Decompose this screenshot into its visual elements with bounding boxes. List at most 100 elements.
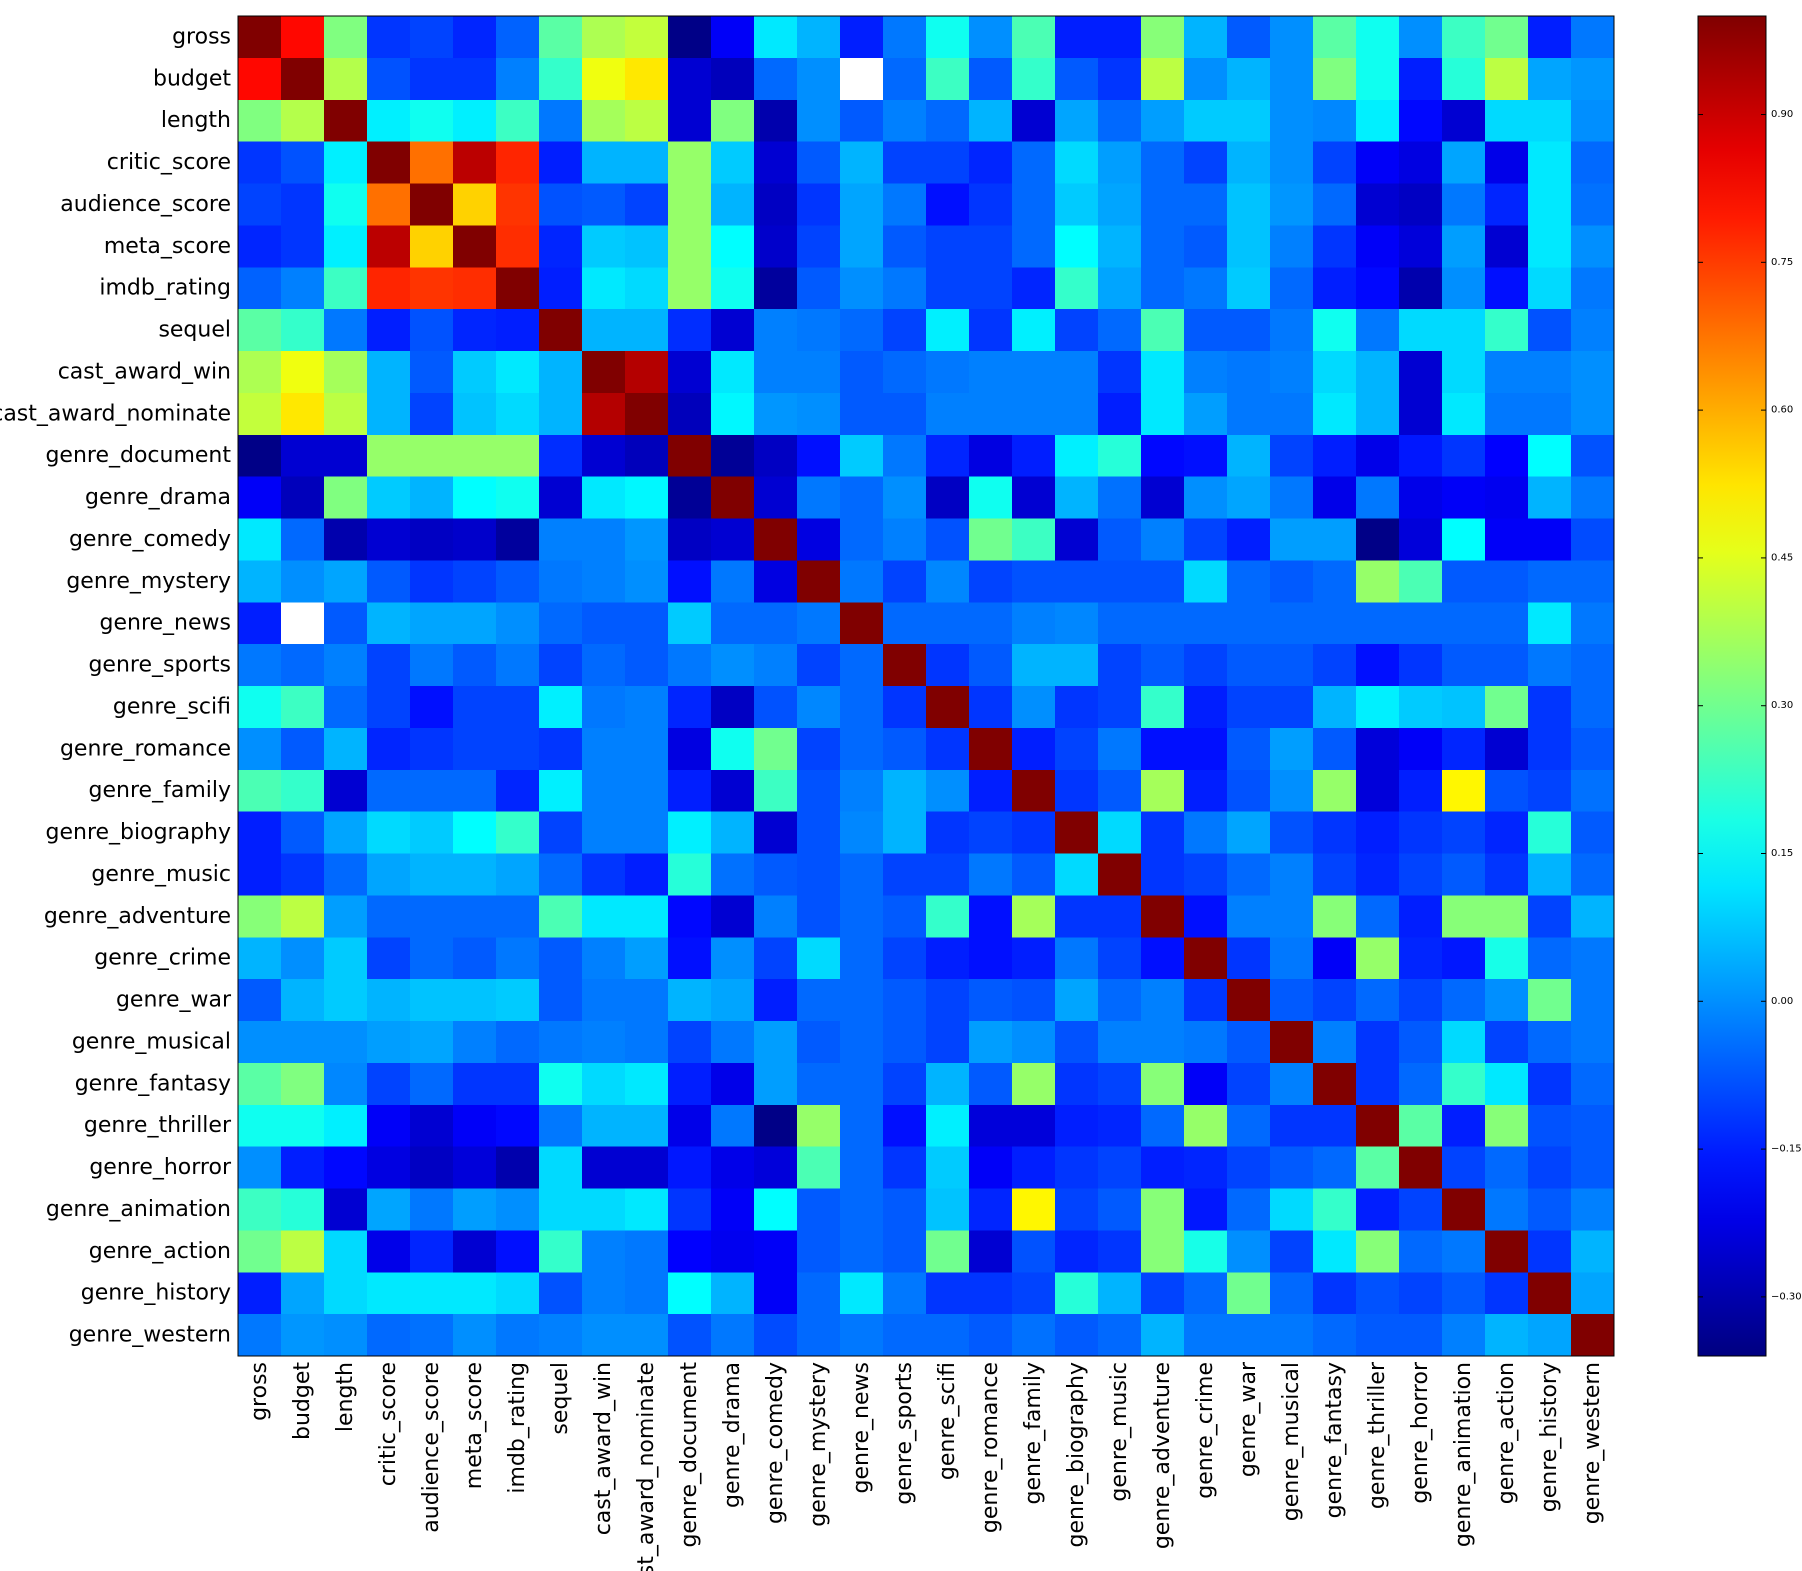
heatmap-cell bbox=[926, 57, 970, 101]
heatmap-cell bbox=[1270, 1104, 1314, 1148]
heatmap-cell bbox=[582, 518, 626, 561]
row-tick-label: length bbox=[161, 108, 231, 133]
heatmap-cell bbox=[1270, 99, 1314, 143]
heatmap-cell bbox=[754, 57, 798, 101]
heatmap-cell bbox=[797, 1272, 841, 1315]
heatmap-cell bbox=[1270, 560, 1314, 603]
heatmap-cell bbox=[883, 1062, 927, 1106]
heatmap-cell bbox=[1528, 1188, 1572, 1231]
heatmap-cell bbox=[238, 1021, 282, 1064]
heatmap-cell bbox=[582, 560, 626, 603]
heatmap-cell bbox=[1270, 1230, 1314, 1273]
heatmap-cell bbox=[1270, 434, 1314, 478]
row-tick-label: genre_animation bbox=[46, 1197, 231, 1222]
heatmap-cell bbox=[1141, 1104, 1185, 1148]
heatmap-cell bbox=[1141, 602, 1185, 645]
heatmap-cell bbox=[1313, 769, 1357, 813]
heatmap-cell bbox=[1270, 644, 1314, 687]
column-tick-label: length bbox=[333, 1362, 358, 1432]
heatmap-cell bbox=[1098, 1272, 1142, 1315]
heatmap-cell bbox=[883, 686, 927, 729]
heatmap-cell bbox=[539, 1314, 583, 1357]
heatmap-cell bbox=[1270, 1021, 1314, 1064]
heatmap-cell bbox=[367, 560, 411, 603]
heatmap-cell bbox=[582, 434, 626, 478]
heatmap-cell bbox=[840, 644, 884, 687]
heatmap-cell bbox=[969, 644, 1013, 687]
heatmap-cell bbox=[969, 351, 1013, 394]
heatmap-cell bbox=[1012, 644, 1056, 687]
heatmap-cell bbox=[1356, 434, 1400, 478]
heatmap-cell bbox=[1055, 602, 1099, 645]
heatmap-cell bbox=[1485, 602, 1529, 645]
row-tick-label: genre_mystery bbox=[66, 569, 231, 594]
heatmap-cell bbox=[1141, 686, 1185, 729]
heatmap-cell bbox=[840, 183, 884, 226]
heatmap-cell bbox=[1098, 267, 1142, 310]
colorbar-tick-label: −0.30 bbox=[1771, 1291, 1802, 1302]
column-tick-label: genre_adventure bbox=[1150, 1362, 1175, 1549]
heatmap-cell bbox=[1356, 267, 1400, 310]
heatmap-cell bbox=[1528, 1062, 1572, 1106]
heatmap-cell bbox=[281, 183, 325, 226]
heatmap-cell bbox=[1012, 1146, 1056, 1190]
heatmap-cell bbox=[1313, 1104, 1357, 1148]
heatmap-cell bbox=[1227, 769, 1271, 813]
heatmap-cell bbox=[1442, 1062, 1486, 1106]
heatmap-cell bbox=[797, 1146, 841, 1190]
heatmap-cell bbox=[238, 1062, 282, 1106]
heatmap-cell bbox=[367, 769, 411, 813]
heatmap-cell bbox=[238, 560, 282, 603]
heatmap-cell bbox=[883, 1314, 927, 1357]
heatmap-cell bbox=[1227, 1021, 1271, 1064]
heatmap-cell bbox=[1055, 1146, 1099, 1190]
heatmap-cell bbox=[1227, 141, 1271, 185]
heatmap-cell bbox=[496, 560, 540, 603]
heatmap-cell bbox=[367, 16, 411, 59]
heatmap-cell bbox=[1227, 560, 1271, 603]
heatmap-cell bbox=[539, 979, 583, 1022]
heatmap-cell bbox=[1356, 1314, 1400, 1357]
heatmap-cell bbox=[238, 769, 282, 813]
heatmap-cell bbox=[453, 895, 497, 938]
heatmap-cell bbox=[1528, 769, 1572, 813]
heatmap-cell bbox=[1313, 518, 1357, 561]
heatmap-cell bbox=[496, 602, 540, 645]
heatmap-cell bbox=[1184, 309, 1228, 352]
row-tick-label: genre_horror bbox=[89, 1155, 232, 1180]
heatmap-cell bbox=[625, 57, 669, 101]
heatmap-cell bbox=[883, 392, 927, 436]
heatmap-cell bbox=[840, 1104, 884, 1148]
column-tick-label: genre_crime bbox=[1193, 1362, 1218, 1499]
heatmap-cell bbox=[582, 99, 626, 143]
heatmap-cell bbox=[1012, 1188, 1056, 1231]
heatmap-cell bbox=[238, 16, 282, 59]
heatmap-cell bbox=[840, 518, 884, 561]
heatmap-cell bbox=[1571, 602, 1615, 645]
heatmap-cell bbox=[625, 602, 669, 645]
heatmap-cell bbox=[754, 392, 798, 436]
heatmap-cell bbox=[754, 476, 798, 520]
heatmap-cell bbox=[281, 57, 325, 101]
heatmap-cell bbox=[496, 141, 540, 185]
heatmap-cell bbox=[324, 267, 368, 310]
heatmap-cell bbox=[1356, 99, 1400, 143]
heatmap-cell bbox=[410, 225, 454, 268]
column-tick-label: genre_fantasy bbox=[1322, 1362, 1347, 1518]
heatmap-cell bbox=[969, 1104, 1013, 1148]
heatmap-cell bbox=[797, 727, 841, 771]
heatmap-cell bbox=[539, 895, 583, 938]
heatmap-cell bbox=[1012, 141, 1056, 185]
heatmap-cell bbox=[539, 1272, 583, 1315]
heatmap-cell bbox=[668, 183, 712, 226]
heatmap-cell bbox=[1012, 57, 1056, 101]
heatmap-cell bbox=[410, 1188, 454, 1231]
heatmap-cell bbox=[453, 476, 497, 520]
heatmap-cell bbox=[496, 686, 540, 729]
heatmap-cell bbox=[1055, 1230, 1099, 1273]
heatmap-cell bbox=[281, 769, 325, 813]
heatmap-cell bbox=[1141, 1272, 1185, 1315]
heatmap-cell bbox=[1270, 57, 1314, 101]
plot-frame bbox=[237, 15, 1615, 1357]
heatmap-cell bbox=[1356, 895, 1400, 938]
